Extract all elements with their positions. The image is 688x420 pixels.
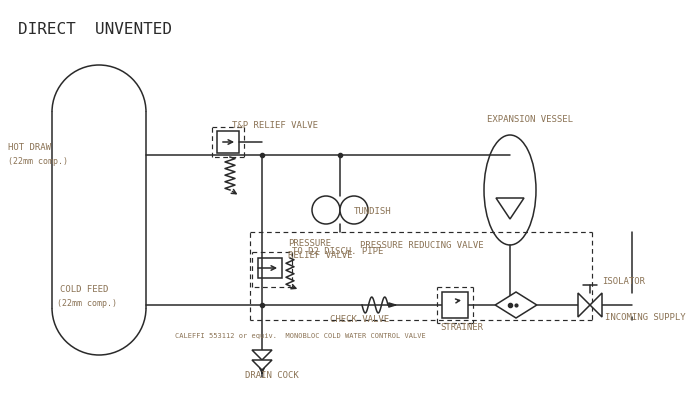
Bar <box>258 258 282 278</box>
Ellipse shape <box>484 135 536 245</box>
Text: DIRECT  UNVENTED: DIRECT UNVENTED <box>18 22 172 37</box>
Text: (22mm comp.): (22mm comp.) <box>8 157 68 165</box>
Polygon shape <box>578 293 590 317</box>
Text: T&P RELIEF VALVE: T&P RELIEF VALVE <box>232 121 318 129</box>
Bar <box>217 131 239 153</box>
Circle shape <box>312 196 340 224</box>
Text: CALEFFI 553112 or equiv.  MONOBLOC COLD WATER CONTROL VALVE: CALEFFI 553112 or equiv. MONOBLOC COLD W… <box>175 333 426 339</box>
Text: COLD FEED: COLD FEED <box>60 286 109 294</box>
Text: (22mm comp.): (22mm comp.) <box>57 299 117 307</box>
Text: HOT DRAW: HOT DRAW <box>8 144 51 152</box>
Polygon shape <box>495 292 537 318</box>
Text: STRAINER: STRAINER <box>440 323 483 331</box>
Text: RELIEF VALVE: RELIEF VALVE <box>288 250 352 260</box>
Circle shape <box>340 196 368 224</box>
Text: EXPANSION VESSEL: EXPANSION VESSEL <box>487 116 573 124</box>
Bar <box>442 292 468 318</box>
Text: DRAIN COCK: DRAIN COCK <box>245 370 299 380</box>
Text: CHECK VALVE: CHECK VALVE <box>330 315 389 325</box>
Polygon shape <box>252 360 272 370</box>
Text: PRESSURE REDUCING VALVE: PRESSURE REDUCING VALVE <box>360 241 484 249</box>
Text: TO D2 DISCH. PIPE: TO D2 DISCH. PIPE <box>292 247 383 257</box>
Text: INCOMING SUPPLY: INCOMING SUPPLY <box>605 312 686 321</box>
Polygon shape <box>252 350 272 360</box>
Text: PRESSURE: PRESSURE <box>288 239 331 249</box>
Polygon shape <box>590 293 602 317</box>
Text: TUNDISH: TUNDISH <box>354 207 391 216</box>
Text: ISOLATOR: ISOLATOR <box>602 276 645 286</box>
